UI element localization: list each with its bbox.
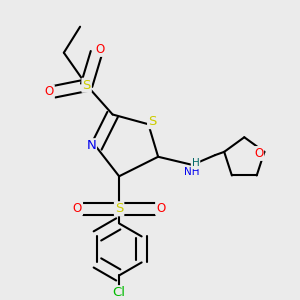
Text: H: H [192, 158, 200, 168]
Text: O: O [156, 202, 165, 214]
Text: N: N [86, 139, 96, 152]
Text: S: S [148, 115, 157, 128]
Text: O: O [45, 85, 54, 98]
Text: O: O [254, 147, 263, 160]
Text: O: O [73, 202, 82, 214]
Text: S: S [82, 79, 91, 92]
Text: S: S [115, 202, 123, 215]
Text: NH: NH [184, 167, 200, 177]
Text: Cl: Cl [112, 286, 126, 299]
Text: O: O [95, 43, 104, 56]
